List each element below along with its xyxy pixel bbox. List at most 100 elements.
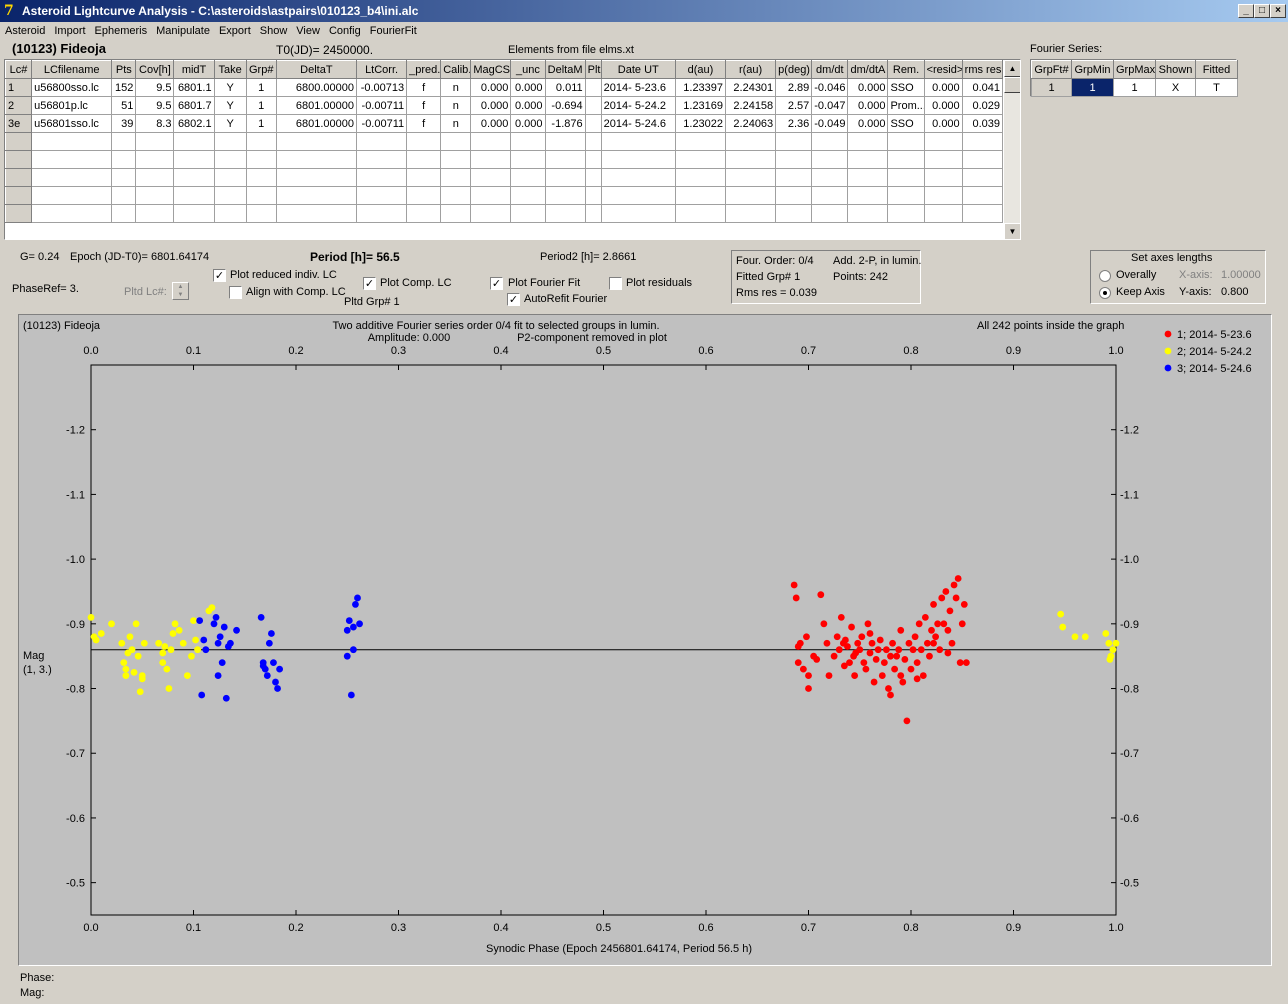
table-cell[interactable] [887, 168, 925, 187]
table-cell[interactable] [600, 204, 676, 223]
scroll-up-icon[interactable]: ▲ [1004, 60, 1020, 77]
table-cell[interactable] [887, 186, 925, 205]
table-cell[interactable]: 2.57 [775, 96, 813, 115]
column-header[interactable]: _unc [510, 60, 546, 79]
table-cell[interactable]: 2.24301 [725, 78, 777, 97]
table-cell[interactable]: 6801.7 [173, 96, 215, 115]
table-cell[interactable] [440, 186, 472, 205]
table-cell[interactable] [923, 150, 963, 169]
menu-asteroid[interactable]: Asteroid [5, 25, 46, 37]
table-cell[interactable] [135, 132, 175, 151]
table-cell[interactable] [961, 150, 1004, 169]
column-header[interactable]: Lc# [5, 60, 33, 79]
row-header[interactable] [5, 204, 33, 223]
table-cell[interactable] [961, 186, 1004, 205]
table-row[interactable] [5, 132, 1004, 151]
table-cell[interactable]: Y [213, 96, 247, 115]
table-cell[interactable] [173, 132, 215, 151]
table-cell[interactable]: 0.011 [544, 78, 586, 97]
table-cell[interactable] [31, 204, 113, 223]
table-cell[interactable] [440, 168, 472, 187]
table-cell[interactable]: 1.23397 [674, 78, 727, 97]
table-cell[interactable]: 2.24158 [725, 96, 777, 115]
column-header[interactable]: midT [173, 60, 215, 79]
align-checkbox[interactable] [229, 286, 242, 299]
table-cell[interactable] [355, 186, 408, 205]
table-cell[interactable]: -1.876 [544, 114, 586, 133]
table-row[interactable] [5, 186, 1004, 205]
table-cell[interactable] [213, 186, 247, 205]
table-cell[interactable] [213, 150, 247, 169]
scroll-thumb[interactable] [1004, 77, 1020, 93]
table-cell[interactable]: -0.047 [811, 96, 849, 115]
table-cell[interactable]: f [406, 96, 442, 115]
table-cell[interactable]: 6801.00000 [275, 96, 358, 115]
table-cell[interactable] [355, 150, 408, 169]
table-cell[interactable]: u56800sso.lc [31, 78, 113, 97]
row-header[interactable]: 1 [5, 78, 33, 97]
column-header[interactable]: <resid> [923, 60, 963, 79]
table-cell[interactable]: 0.000 [510, 96, 546, 115]
table-cell[interactable] [584, 150, 602, 169]
table-cell[interactable] [111, 186, 137, 205]
menu-view[interactable]: View [296, 25, 320, 37]
table-cell[interactable] [173, 186, 215, 205]
column-header[interactable]: LCfilename [31, 60, 113, 79]
table-cell[interactable]: 6800.00000 [275, 78, 358, 97]
row-header[interactable] [5, 132, 33, 151]
table-cell[interactable] [600, 186, 676, 205]
lightcurve-table[interactable]: Lc# LCfilename Pts Cov[h] midT Take Grp# DeltaT… [4, 59, 1021, 240]
column-header[interactable]: r(au) [725, 60, 777, 79]
column-header[interactable]: Plt [584, 60, 602, 79]
table-cell[interactable]: 9.5 [135, 96, 175, 115]
table-cell[interactable] [584, 96, 602, 115]
fourier-column-header[interactable]: Fitted [1195, 60, 1238, 79]
menu-import[interactable]: Import [54, 25, 86, 37]
table-cell[interactable] [847, 150, 889, 169]
table-cell[interactable]: 2014- 5-24.2 [600, 96, 676, 115]
table-cell[interactable] [961, 204, 1004, 223]
table-cell[interactable] [674, 186, 727, 205]
table-cell[interactable] [847, 168, 889, 187]
table-row[interactable]: 3e u56801sso.lc 39 8.3 6802.1 Y 1 6801.00000 -0.… [5, 114, 1004, 133]
table-cell[interactable]: 0.000 [510, 114, 546, 133]
table-cell[interactable] [440, 132, 472, 151]
table-cell[interactable]: -0.046 [811, 78, 849, 97]
table-cell[interactable]: 2.24063 [725, 114, 777, 133]
table-cell[interactable] [600, 168, 676, 187]
table-cell[interactable] [470, 168, 512, 187]
table-cell[interactable] [847, 186, 889, 205]
table-cell[interactable]: -0.00711 [355, 96, 408, 115]
fourier-cell[interactable]: 1 [1071, 78, 1114, 97]
table-cell[interactable]: 2014- 5-24.6 [600, 114, 676, 133]
table-cell[interactable] [406, 204, 442, 223]
table-cell[interactable]: -0.00711 [355, 114, 408, 133]
table-cell[interactable] [725, 132, 777, 151]
table-cell[interactable]: 0.000 [847, 78, 889, 97]
table-cell[interactable] [355, 132, 408, 151]
table-cell[interactable] [674, 168, 727, 187]
table-cell[interactable]: u56801p.lc [31, 96, 113, 115]
table-cell[interactable] [440, 204, 472, 223]
table-cell[interactable]: SSO [887, 78, 925, 97]
table-cell[interactable] [847, 204, 889, 223]
keep-axis-radio[interactable] [1099, 287, 1111, 299]
table-cell[interactable]: 0.000 [470, 114, 512, 133]
row-header[interactable] [5, 168, 33, 187]
fourier-cell[interactable]: X [1155, 78, 1196, 97]
table-cell[interactable] [811, 186, 849, 205]
column-header[interactable]: dm/dt [811, 60, 849, 79]
table-cell[interactable] [584, 132, 602, 151]
table-cell[interactable]: 6801.1 [173, 78, 215, 97]
table-cell[interactable]: 0.000 [923, 78, 963, 97]
table-cell[interactable]: 0.000 [510, 78, 546, 97]
table-cell[interactable] [725, 150, 777, 169]
table-cell[interactable] [173, 204, 215, 223]
table-cell[interactable] [406, 132, 442, 151]
table-cell[interactable] [961, 168, 1004, 187]
table-cell[interactable] [584, 204, 602, 223]
autorefit-checkbox[interactable]: ✓ [507, 293, 520, 306]
table-cell[interactable] [275, 186, 358, 205]
table-cell[interactable] [406, 150, 442, 169]
menu-fourierfit[interactable]: FourierFit [369, 25, 417, 37]
